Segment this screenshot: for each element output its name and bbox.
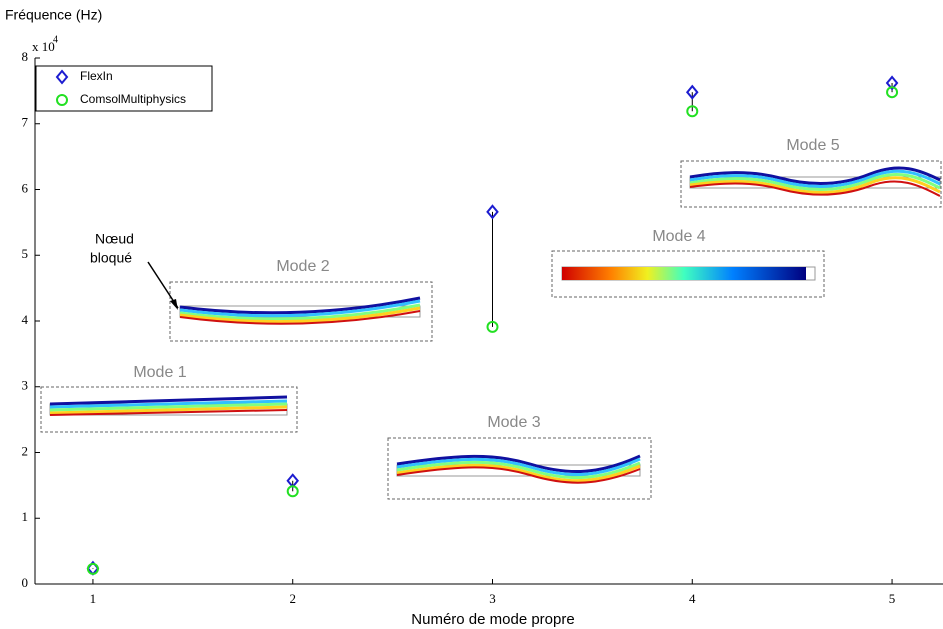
circle-marker [886, 86, 899, 99]
x-tick-label: 2 [289, 591, 296, 606]
y-tick-label: 8 [22, 49, 29, 64]
y-tick-label: 0 [22, 575, 29, 590]
x-tick-label: 5 [889, 591, 896, 606]
x-axis-title: Numéro de mode propre [411, 611, 574, 628]
x-tick-label: 1 [90, 591, 97, 606]
legend-label: ComsolMultiphysics [80, 92, 186, 106]
circle-marker [56, 94, 68, 106]
diamond-marker [55, 69, 69, 85]
y-tick-label: 7 [22, 115, 29, 130]
mode-label: Mode 5 [786, 137, 839, 154]
x-tick-label: 3 [489, 591, 496, 606]
multiplier-exponent: 4 [53, 34, 58, 45]
mode-label: Mode 4 [652, 228, 705, 245]
circle-marker [86, 562, 99, 575]
multiplier: x 10 [32, 39, 55, 54]
y-tick-label: 5 [22, 246, 29, 261]
y-tick-label: 1 [22, 509, 29, 524]
diamond-marker [685, 84, 699, 100]
circle-marker [486, 320, 499, 333]
legend-label: FlexIn [80, 69, 113, 83]
circle-marker [686, 105, 699, 118]
mode-label: Mode 1 [133, 364, 186, 381]
diamond-marker [486, 204, 499, 220]
x-tick-label: 4 [689, 591, 696, 606]
mode-inset: Mode 2 [169, 258, 433, 342]
annotation: Nœud [95, 231, 134, 247]
mode-inset: Mode 5 [680, 137, 942, 208]
mode-inset: Mode 3 [387, 414, 652, 500]
mode-label: Mode 3 [487, 414, 540, 431]
y-tick-label: 6 [22, 180, 29, 195]
y-tick-label: 2 [22, 443, 29, 458]
circle-marker [286, 485, 299, 498]
mode-inset: Mode 1 [40, 364, 298, 433]
mode-inset: Mode 4 [551, 228, 825, 298]
y-tick-label: 3 [22, 378, 29, 393]
mode-label: Mode 2 [276, 258, 329, 275]
diamond-marker [885, 75, 899, 91]
annotation-arrowhead [170, 299, 178, 310]
y-axis-title: Fréquence (Hz) [5, 7, 102, 23]
y-tick-label: 4 [22, 312, 29, 327]
annotation: bloqué [90, 250, 132, 266]
